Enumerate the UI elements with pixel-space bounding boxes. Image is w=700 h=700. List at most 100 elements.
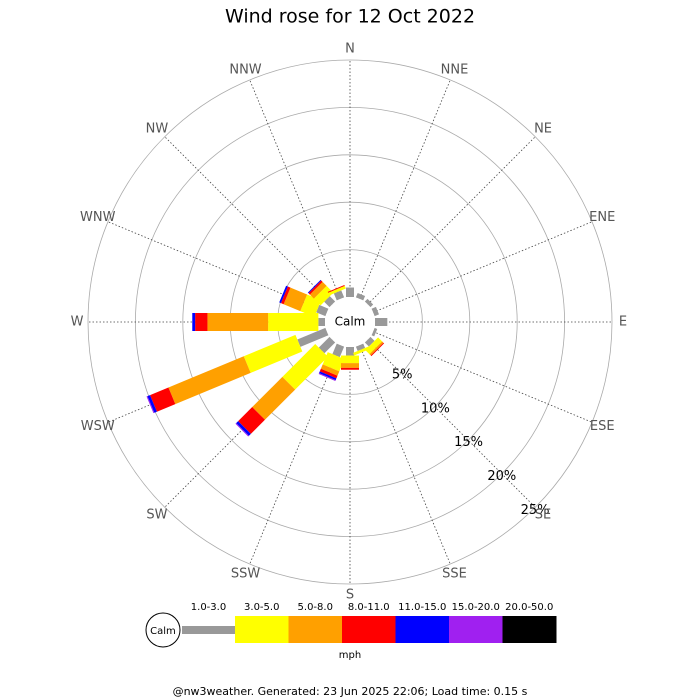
- bar-segment: [318, 336, 336, 354]
- bar-segment: [319, 371, 337, 381]
- bar-segment: [346, 287, 354, 297]
- bar-segment: [341, 363, 359, 368]
- bar-segment: [207, 313, 269, 331]
- spoke: [249, 344, 341, 565]
- direction-label: NNE: [441, 62, 469, 77]
- spoke: [372, 331, 593, 423]
- legend-label: 3.0-5.0: [244, 602, 279, 613]
- spoke: [367, 339, 536, 508]
- spoke: [249, 79, 341, 300]
- bar-segment: [318, 318, 325, 326]
- direction-label: NE: [534, 121, 552, 136]
- legend-swatch: [449, 616, 503, 643]
- bar-segment: [355, 343, 366, 352]
- bar-segment: [192, 313, 196, 331]
- spoke: [164, 136, 333, 305]
- legend-swatch: [342, 616, 396, 643]
- bar-segment: [327, 284, 345, 293]
- bar-segment: [147, 395, 157, 413]
- bar-segment: [146, 396, 155, 414]
- bar-segment: [282, 344, 328, 390]
- r-tick-label: 15%: [454, 435, 483, 450]
- bar-segment: [150, 387, 176, 412]
- bar-segment: [238, 407, 265, 434]
- legend-label: 11.0-15.0: [398, 602, 446, 613]
- bar-segment: [371, 327, 378, 337]
- legend-swatch: [288, 616, 343, 643]
- footer: @nw3weather. Generated: 23 Jun 2025 22:0…: [173, 685, 528, 698]
- bar-segment: [280, 286, 291, 305]
- r-tick-label: 5%: [392, 368, 413, 383]
- calm-label: Calm: [335, 315, 366, 329]
- bar-segment: [252, 376, 296, 420]
- bar-segment: [236, 421, 251, 436]
- bar-segment: [168, 356, 251, 405]
- direction-label: W: [71, 315, 84, 330]
- spoke: [372, 221, 593, 313]
- bar-segment: [369, 341, 384, 356]
- bar-segment: [320, 364, 340, 376]
- bar-segment: [309, 281, 327, 299]
- bar-segment: [328, 285, 346, 296]
- direction-label: WSW: [81, 419, 115, 434]
- direction-label: E: [619, 315, 627, 330]
- bar-segment: [297, 327, 329, 347]
- bar-segment: [365, 337, 383, 355]
- bar-segment: [318, 373, 336, 381]
- bar-segment: [322, 352, 345, 372]
- direction-label: NNW: [229, 62, 261, 77]
- r-tick-label: 25%: [521, 503, 550, 518]
- r-tick-label: 10%: [421, 401, 450, 416]
- bar-segment: [333, 290, 345, 301]
- bar-segment: [341, 367, 359, 370]
- direction-label: ESE: [590, 419, 615, 434]
- bar-segment: [283, 287, 308, 312]
- spoke: [367, 136, 536, 305]
- direction-label: SE: [535, 508, 551, 523]
- bar-segment: [341, 355, 359, 364]
- bar-segment: [353, 346, 371, 356]
- legend-label: 1.0-3.0: [191, 602, 226, 613]
- direction-label: N: [345, 42, 355, 57]
- bar-segment: [332, 343, 345, 358]
- legend-swatch: [182, 626, 235, 634]
- legend-calm: [145, 612, 181, 648]
- legend-calm-label: Calm: [150, 626, 176, 637]
- legend-swatch: [502, 616, 557, 643]
- bar-segment: [364, 298, 374, 308]
- chart-title: Wind rose for 12 Oct 2022: [225, 6, 475, 28]
- legend-swatch: [235, 616, 289, 643]
- bar-segment: [319, 368, 338, 379]
- spoke: [359, 79, 451, 300]
- bar-segment: [364, 336, 375, 347]
- legend-label: 15.0-20.0: [452, 602, 500, 613]
- bar-segment: [370, 342, 385, 357]
- bar-segment: [324, 296, 336, 308]
- bar-segment: [355, 292, 366, 301]
- bar-segment: [195, 313, 208, 331]
- legend-label: 20.0-50.0: [505, 602, 553, 613]
- direction-label: SSE: [442, 567, 467, 582]
- bar-segment: [235, 423, 249, 437]
- r-tick-label: 20%: [487, 469, 516, 484]
- bar-segment: [375, 318, 388, 326]
- legend-label: 5.0-8.0: [298, 602, 333, 613]
- bar-segment: [346, 347, 354, 356]
- direction-label: SSW: [231, 567, 261, 582]
- bar-segment: [279, 285, 288, 304]
- unit-label: mph: [339, 650, 361, 661]
- calm-circle: [325, 297, 375, 347]
- legend-swatch: [395, 616, 450, 643]
- direction-label: NW: [146, 121, 169, 136]
- direction-label: SW: [146, 508, 167, 523]
- bar-segment: [268, 313, 319, 331]
- direction-label: WNW: [80, 210, 116, 225]
- bar-segment: [313, 285, 334, 306]
- legend-label: 8.0-11.0: [348, 602, 390, 613]
- direction-label: S: [346, 588, 354, 603]
- bar-segment: [316, 304, 329, 317]
- bar-segment: [243, 334, 303, 373]
- bar-segment: [371, 306, 380, 317]
- spoke: [359, 344, 451, 565]
